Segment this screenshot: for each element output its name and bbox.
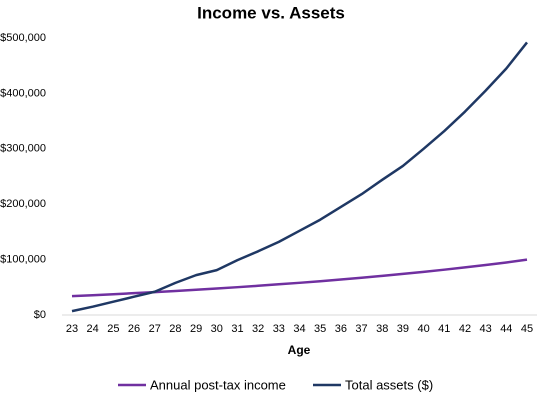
x-tick-label: 42 bbox=[459, 323, 471, 335]
x-tick-label: 27 bbox=[149, 323, 161, 335]
y-tick-label: $300,000 bbox=[0, 143, 46, 155]
y-tick-label: $100,000 bbox=[0, 254, 46, 266]
series-line bbox=[71, 41, 528, 313]
x-tick-label: 36 bbox=[335, 323, 347, 335]
x-tick-label: 32 bbox=[252, 323, 264, 335]
x-tick-label: 34 bbox=[293, 323, 305, 335]
y-tick-label: $400,000 bbox=[0, 87, 46, 99]
x-tick-label: 44 bbox=[500, 323, 512, 335]
y-tick-label: $500,000 bbox=[0, 32, 46, 44]
legend-label: Annual post-tax income bbox=[150, 377, 286, 392]
x-tick-label: 37 bbox=[355, 323, 367, 335]
x-tick-label: 24 bbox=[87, 323, 99, 335]
y-tick-label: $0 bbox=[34, 309, 46, 321]
x-tick-label: 30 bbox=[211, 323, 223, 335]
x-tick-label: 45 bbox=[521, 323, 533, 335]
x-tick-label: 40 bbox=[417, 323, 429, 335]
x-tick-label: 23 bbox=[66, 323, 78, 335]
x-tick-label: 35 bbox=[314, 323, 326, 335]
x-axis-title: Age bbox=[288, 343, 311, 357]
x-tick-label: 28 bbox=[169, 323, 181, 335]
x-tick-label: 29 bbox=[190, 323, 202, 335]
legend-label: Total assets ($) bbox=[345, 377, 433, 392]
x-tick-label: 33 bbox=[273, 323, 285, 335]
x-tick-label: 26 bbox=[128, 323, 140, 335]
series-line bbox=[71, 258, 528, 298]
x-tick-label: 25 bbox=[107, 323, 119, 335]
x-tick-label: 31 bbox=[231, 323, 243, 335]
x-tick-label: 38 bbox=[376, 323, 388, 335]
x-tick-label: 41 bbox=[438, 323, 450, 335]
x-tick-label: 43 bbox=[480, 323, 492, 335]
chart-title: Income vs. Assets bbox=[197, 3, 345, 22]
y-tick-label: $200,000 bbox=[0, 198, 46, 210]
x-tick-label: 39 bbox=[397, 323, 409, 335]
